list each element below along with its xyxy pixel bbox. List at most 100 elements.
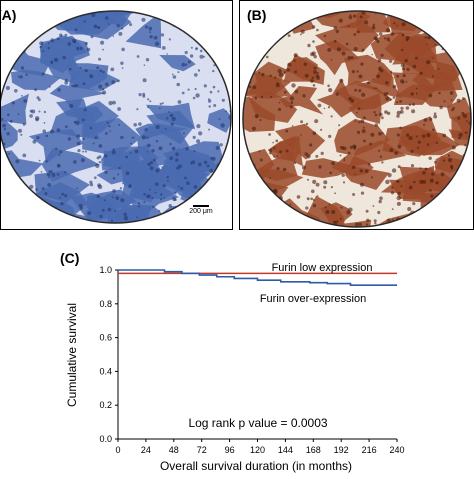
- nucleus-dot: [314, 67, 317, 70]
- nucleus-dot: [168, 111, 170, 113]
- nucleus-dot: [331, 186, 333, 188]
- nucleus-dot: [313, 204, 316, 207]
- nucleus-dot: [97, 156, 100, 159]
- nucleus-dot: [105, 16, 108, 19]
- nucleus-dot: [108, 23, 110, 25]
- nucleus-dot: [47, 183, 51, 187]
- nucleus-dot: [44, 122, 46, 124]
- nucleus-dot: [360, 119, 364, 123]
- nucleus-dot: [316, 29, 319, 32]
- nucleus-dot: [54, 58, 58, 62]
- nucleus-dot: [45, 135, 48, 138]
- nucleus-dot: [113, 177, 116, 180]
- nucleus-dot: [112, 189, 116, 193]
- nucleus-dot: [89, 74, 93, 78]
- nucleus-dot: [184, 177, 187, 180]
- nucleus-dot: [121, 27, 123, 29]
- nucleus-dot: [186, 181, 190, 185]
- nucleus-dot: [49, 86, 51, 88]
- nucleus-dot: [57, 128, 61, 132]
- nucleus-dot: [147, 98, 149, 100]
- nucleus-dot: [443, 134, 447, 138]
- nucleus-dot: [94, 136, 97, 139]
- nucleus-dot: [252, 127, 256, 131]
- nucleus-dot: [94, 25, 98, 29]
- nucleus-dot: [359, 75, 363, 79]
- nucleus-dot: [429, 189, 432, 192]
- nucleus-dot: [85, 150, 87, 152]
- nucleus-dot: [397, 196, 401, 200]
- nucleus-dot: [331, 210, 335, 214]
- nucleus-dot: [120, 187, 122, 189]
- x-tick-label: 144: [278, 445, 293, 455]
- nucleus-dot: [402, 67, 405, 70]
- nucleus-dot: [193, 97, 196, 100]
- nucleus-dot: [313, 70, 317, 74]
- nucleus-dot: [343, 159, 345, 161]
- nucleus-dot: [430, 179, 434, 183]
- nucleus-dot: [312, 180, 316, 184]
- nucleus-dot: [79, 67, 81, 69]
- nucleus-dot: [198, 69, 200, 71]
- nucleus-dot: [73, 40, 76, 43]
- nucleus-dot: [52, 173, 56, 177]
- nucleus-dot: [312, 51, 316, 55]
- nucleus-dot: [104, 154, 107, 157]
- nucleus-dot: [261, 96, 263, 98]
- nucleus-dot: [266, 56, 269, 59]
- panel-c-label: (C): [60, 250, 79, 266]
- nucleus-dot: [107, 122, 109, 124]
- nucleus-dot: [22, 154, 26, 158]
- nucleus-dot: [175, 153, 179, 157]
- panel-a-label: (A): [0, 7, 16, 23]
- nucleus-dot: [35, 118, 38, 121]
- nucleus-dot: [328, 135, 331, 138]
- nucleus-dot: [377, 211, 380, 214]
- nucleus-dot: [457, 99, 461, 103]
- nucleus-dot: [170, 114, 173, 117]
- nucleus-dot: [144, 64, 146, 66]
- nucleus-dot: [373, 205, 375, 207]
- nucleus-dot: [104, 199, 106, 201]
- nucleus-dot: [378, 132, 382, 136]
- nucleus-dot: [76, 134, 80, 138]
- nucleus-dot: [29, 114, 33, 118]
- nucleus-dot: [58, 154, 60, 156]
- nucleus-dot: [350, 146, 353, 149]
- nucleus-dot: [441, 172, 445, 176]
- nucleus-dot: [87, 48, 91, 52]
- x-tick-label: 0: [115, 445, 120, 455]
- nucleus-dot: [129, 23, 132, 26]
- nucleus-dot: [358, 89, 361, 92]
- nucleus-dot: [318, 165, 321, 168]
- nucleus-dot: [180, 187, 183, 190]
- nucleus-dot: [39, 160, 41, 162]
- nucleus-dot: [360, 63, 363, 66]
- nucleus-dot: [108, 125, 110, 127]
- nucleus-dot: [121, 48, 125, 52]
- nucleus-dot: [391, 187, 393, 189]
- nucleus-dot: [417, 147, 419, 149]
- x-tick-label: 216: [362, 445, 377, 455]
- nucleus-dot: [269, 177, 271, 179]
- nucleus-dot: [401, 49, 403, 51]
- nucleus-dot: [100, 69, 103, 72]
- nucleus-dot: [361, 93, 365, 97]
- panel-a-micrograph: [1, 1, 233, 230]
- nucleus-dot: [34, 88, 37, 91]
- y-axis-label: Cumulative survival: [65, 303, 79, 407]
- nucleus-dot: [418, 141, 421, 144]
- nucleus-dot: [149, 27, 153, 31]
- nucleus-dot: [346, 210, 350, 214]
- nucleus-dot: [334, 40, 337, 43]
- nucleus-dot: [178, 100, 182, 104]
- nucleus-dot: [278, 108, 281, 111]
- nucleus-dot: [406, 36, 410, 40]
- nucleus-dot: [102, 71, 105, 74]
- nucleus-dot: [130, 152, 132, 154]
- nucleus-dot: [323, 180, 327, 184]
- nucleus-dot: [426, 133, 430, 137]
- nucleus-dot: [390, 99, 392, 101]
- nucleus-dot: [364, 20, 368, 24]
- nucleus-dot: [406, 81, 408, 83]
